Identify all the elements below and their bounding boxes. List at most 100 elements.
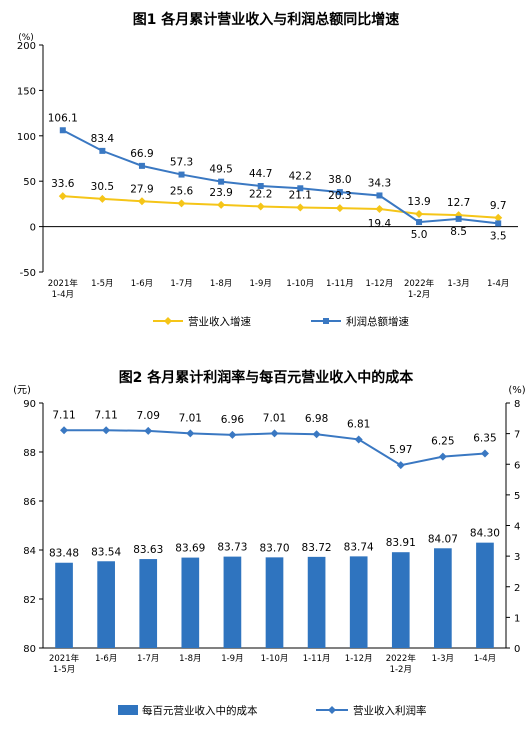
x-tick-label: 1-12月 — [366, 279, 394, 289]
x-tick-label: 1-3月 — [432, 654, 454, 664]
profit-margin-point — [60, 426, 69, 435]
profit-margin-point — [312, 430, 321, 439]
profit-growth-point — [138, 162, 145, 169]
cost-bar — [476, 542, 494, 648]
right-y-tick-label: 1 — [514, 613, 520, 624]
profit-growth-point — [178, 171, 185, 178]
profit-growth-value-label: 42.2 — [289, 170, 312, 182]
legend-profit-marker — [323, 318, 329, 324]
revenue-growth-point — [256, 202, 265, 211]
chart-title: 图1 各月累计营业收入与利润总额同比增速 — [133, 11, 400, 28]
revenue-growth-value-label: 9.7 — [490, 200, 507, 212]
profit-growth-value-label: 66.9 — [130, 148, 153, 160]
left-y-tick-label: 90 — [23, 399, 36, 410]
profit-margin-point — [396, 461, 405, 470]
profit-margin-point — [438, 452, 447, 461]
profit-margin-point — [144, 426, 153, 435]
profit-growth-point — [218, 178, 225, 185]
profit-growth-value-label: 49.5 — [209, 164, 232, 176]
revenue-growth-point — [296, 203, 305, 212]
cost-value-label: 83.74 — [344, 541, 374, 553]
revenue-growth-value-label: 12.7 — [447, 197, 470, 209]
revenue-growth-value-label: 20.3 — [328, 190, 351, 202]
cost-value-label: 83.48 — [49, 548, 79, 560]
y-tick-label: 50 — [23, 177, 36, 188]
x-tick-label: 2021年 — [49, 653, 80, 664]
cost-value-label: 83.63 — [133, 544, 163, 556]
profit-growth-point — [59, 127, 66, 134]
profit-growth-point — [297, 185, 304, 192]
cost-bar — [181, 557, 200, 648]
profit-margin-value-label: 7.11 — [94, 409, 117, 421]
profit-margin-value-label: 5.97 — [389, 444, 412, 456]
y-tick-label: 200 — [17, 41, 36, 52]
profit-growth-value-label: 5.0 — [411, 229, 428, 241]
revenue-growth-value-label: 33.6 — [51, 178, 75, 190]
legend-revenue-marker — [164, 317, 172, 325]
x-tick-label: 1-2月 — [408, 290, 430, 300]
revenue-growth-value-label: 25.6 — [170, 185, 194, 197]
right-y-tick-label: 4 — [514, 522, 520, 533]
profit-growth-point — [336, 189, 343, 196]
x-tick-label: 1-8月 — [179, 654, 201, 664]
legend-margin-label: 营业收入利润率 — [353, 704, 427, 717]
profit-margin-value-label: 6.35 — [473, 433, 496, 445]
revenue-growth-point — [177, 199, 186, 208]
cost-bar — [55, 562, 73, 648]
right-y-tick-label: 5 — [514, 491, 520, 502]
right-y-tick-label: 8 — [514, 399, 520, 410]
profit-margin-value-label: 6.25 — [431, 436, 454, 448]
y-unit-label: (%) — [18, 33, 34, 43]
cost-value-label: 83.70 — [259, 542, 289, 554]
revenue-growth-point — [494, 213, 503, 222]
x-tick-label: 1-9月 — [221, 654, 243, 664]
cost-bar — [223, 556, 242, 648]
profit-growth-value-label: 34.3 — [368, 177, 391, 189]
y-tick-label: -50 — [20, 268, 36, 279]
x-tick-label: 1-8月 — [210, 279, 232, 289]
right-y-tick-label: 7 — [514, 430, 520, 441]
cost-bar — [434, 548, 452, 648]
right-unit-label: (%) — [508, 385, 525, 396]
legend-margin-marker — [328, 706, 336, 714]
x-tick-label: 1-5月 — [91, 279, 113, 289]
left-y-tick-label: 86 — [23, 497, 36, 508]
cost-value-label: 84.30 — [470, 528, 500, 540]
profit-margin-point — [354, 435, 363, 444]
x-tick-label: 1-9月 — [250, 279, 272, 289]
revenue-growth-line — [62, 195, 499, 219]
profit-margin-point — [228, 430, 237, 439]
x-tick-label: 1-10月 — [286, 279, 314, 289]
x-tick-label: 1-2月 — [390, 665, 412, 675]
profit-growth-line — [62, 129, 499, 225]
y-tick-label: 150 — [17, 86, 36, 97]
profit-margin-value-label: 7.09 — [137, 410, 160, 422]
x-tick-label: 2022年 — [386, 653, 417, 664]
x-tick-label: 2021年 — [48, 278, 79, 289]
profit-growth-value-label: 83.4 — [91, 133, 115, 145]
cost-value-label: 83.73 — [217, 542, 247, 554]
revenue-growth-point — [415, 209, 424, 218]
cost-value-label: 83.54 — [91, 546, 121, 558]
cost-value-label: 84.07 — [428, 533, 458, 545]
x-tick-label: 1-5月 — [53, 665, 75, 675]
left-y-tick-label: 84 — [23, 546, 36, 557]
profit-margin-value-label: 7.01 — [179, 412, 202, 424]
revenue-growth-point — [137, 197, 146, 206]
profit-margin-value-label: 6.81 — [347, 418, 370, 430]
profit-growth-point — [495, 220, 502, 227]
cost-bar — [139, 559, 158, 648]
profit-margin-point — [480, 449, 489, 458]
y-tick-label: 100 — [17, 132, 36, 143]
chart-profit-margin-cost: 图2 各月累计利润率与每百元营业收入中的成本(元) (%)808284868890… — [13, 369, 526, 717]
chart-title: 图2 各月累计利润率与每百元营业收入中的成本 — [119, 369, 415, 386]
left-y-tick-label: 88 — [23, 448, 36, 459]
right-y-tick-label: 3 — [514, 552, 520, 563]
cost-value-label: 83.91 — [386, 537, 416, 549]
right-y-tick-label: 2 — [514, 583, 520, 594]
legend-cost-label: 每百元营业收入中的成本 — [142, 704, 258, 717]
profit-margin-point — [186, 429, 195, 438]
left-y-tick-label: 82 — [23, 595, 36, 606]
revenue-growth-value-label: 22.2 — [249, 188, 272, 200]
revenue-growth-value-label: 27.9 — [130, 183, 153, 195]
